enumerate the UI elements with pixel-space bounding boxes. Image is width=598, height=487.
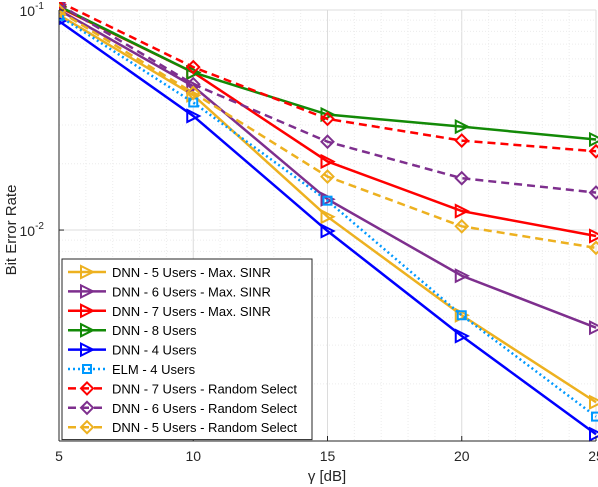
series-line <box>59 20 597 436</box>
data-point <box>320 209 336 225</box>
data-point <box>588 240 598 256</box>
y-axis-label: Bit Error Rate <box>3 185 20 276</box>
data-point <box>59 3 67 19</box>
data-point <box>186 108 202 124</box>
legend-item: DNN - 8 Users <box>68 322 197 338</box>
data-point <box>589 394 598 410</box>
legend-item: ELM - 4 Users <box>68 362 196 377</box>
series-line <box>59 14 597 418</box>
series-line <box>59 5 597 141</box>
data-point <box>589 320 598 336</box>
legend-swatch-marker <box>80 322 96 338</box>
legend-swatch-marker <box>80 264 96 280</box>
legend-swatch-marker <box>79 400 95 416</box>
data-point <box>320 223 336 239</box>
data-point <box>454 119 470 135</box>
data-point <box>185 85 201 101</box>
legend-label: DNN - 5 Users - Max. SINR <box>112 265 271 280</box>
legend-swatch-marker <box>79 380 95 396</box>
data-point <box>320 169 335 184</box>
series-4 <box>59 2 598 148</box>
legend-swatch-marker <box>82 364 92 374</box>
legend-label: DNN - 5 Users - Random Select <box>112 420 297 435</box>
x-tick-label: 10 <box>185 448 201 464</box>
legend-label: DNN - 7 Users - Random Select <box>112 381 297 396</box>
axes: 5 10 15 20 25 10-1 10-2 <box>20 1 598 464</box>
x-tick-label: 25 <box>588 448 598 464</box>
legend-swatch-marker <box>80 303 96 319</box>
data-point <box>589 228 598 244</box>
data-point <box>588 143 598 159</box>
legend-label: DNN - 6 Users - Max. SINR <box>112 284 271 299</box>
series-line <box>59 13 597 404</box>
data-point <box>59 2 67 12</box>
series-9 <box>59 3 598 256</box>
legend-swatch-marker <box>79 419 95 435</box>
data-point <box>588 185 598 201</box>
legend-item: DNN - 7 Users - Random Select <box>68 380 297 396</box>
data-point <box>320 134 335 150</box>
legend-item: DNN - 6 Users - Random Select <box>68 400 297 416</box>
data-point <box>591 411 598 422</box>
legend-swatch-marker <box>80 283 96 300</box>
data-point <box>322 195 333 206</box>
legend-label: DNN - 6 Users - Random Select <box>112 401 297 416</box>
x-axis-label: γ [dB] <box>308 468 346 485</box>
legend-item: DNN - 5 Users - Random Select <box>68 419 297 435</box>
legend-item: DNN - 6 Users - Max. SINR <box>68 283 271 300</box>
x-tick-label: 5 <box>55 448 63 464</box>
data-point <box>59 10 64 21</box>
y-tick-label: 10-1 <box>20 1 45 19</box>
data-point <box>454 203 470 219</box>
legend-item: DNN - 5 Users - Max. SINR <box>68 264 271 280</box>
data-point <box>454 170 470 186</box>
data-point <box>454 268 470 284</box>
series-layer <box>59 2 598 442</box>
legend-label: DNN - 4 Users <box>112 343 197 358</box>
series-8 <box>59 2 598 201</box>
legend: DNN - 5 Users - Max. SINR DNN - 6 Users -… <box>61 258 313 441</box>
data-point <box>186 64 202 81</box>
series-line <box>59 9 597 250</box>
legend-item: DNN - 7 Users - Max. SINR <box>68 303 271 319</box>
legend-label: DNN - 7 Users - Max. SINR <box>112 304 271 319</box>
x-tick-label: 20 <box>454 448 470 464</box>
x-tick-label: 15 <box>320 448 336 464</box>
data-point <box>185 59 201 75</box>
series-7 <box>59 2 598 159</box>
data-point <box>320 153 336 170</box>
legend-swatch-marker <box>80 341 96 358</box>
legend-label: ELM - 4 Users <box>112 362 196 377</box>
data-point <box>456 310 467 321</box>
legend-item: DNN - 4 Users <box>68 341 197 358</box>
series-line <box>59 2 597 153</box>
data-point <box>454 328 470 344</box>
data-point <box>320 111 335 127</box>
legend-label: DNN - 8 Users <box>112 323 197 338</box>
data-point <box>185 76 201 92</box>
data-point <box>589 131 598 148</box>
y-tick-label: 10-2 <box>20 221 45 239</box>
data-point <box>454 218 470 234</box>
data-point <box>454 133 470 149</box>
series-line <box>59 3 597 194</box>
